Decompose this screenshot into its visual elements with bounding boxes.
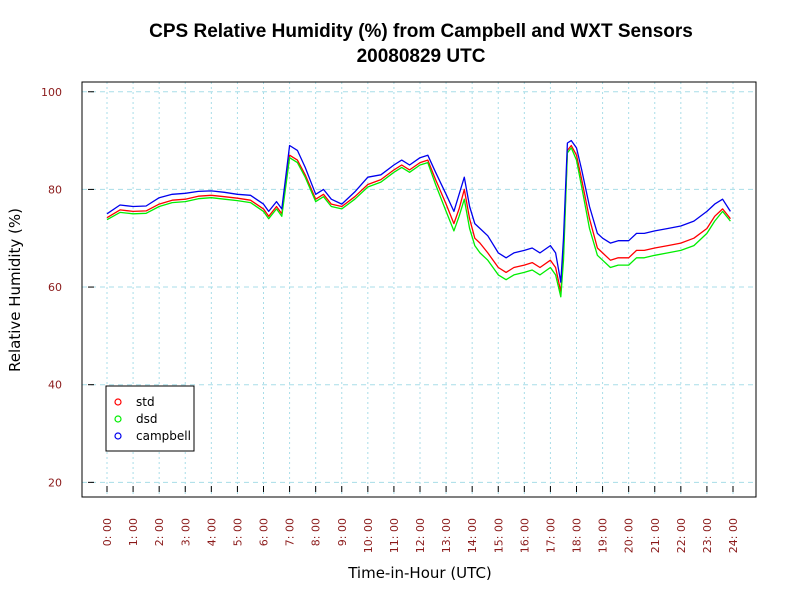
x-tick-label-21: 21: 00	[649, 518, 662, 553]
y-tick-label-4: 100	[41, 86, 62, 99]
x-tick-label-20: 20: 00	[623, 518, 636, 553]
legend-marker-dsd	[114, 415, 122, 423]
legend-marker-campbell	[114, 432, 122, 440]
x-tick-label-5: 5: 00	[231, 518, 244, 546]
legend-marker-std	[114, 398, 122, 406]
x-tick-label-23: 23: 00	[701, 518, 714, 553]
x-tick-label-2: 2: 00	[153, 518, 166, 546]
x-tick-label-22: 22: 00	[675, 518, 688, 553]
y-tick-label-1: 40	[48, 379, 62, 392]
x-tick-label-9: 9: 00	[336, 518, 349, 546]
x-tick-label-12: 12: 00	[414, 518, 427, 553]
series-line-dsd	[106, 147, 731, 298]
series-line-campbell	[106, 139, 731, 283]
x-tick-label-18: 18: 00	[571, 518, 584, 553]
x-tick-label-8: 8: 00	[310, 518, 323, 546]
x-tick-label-10: 10: 00	[362, 518, 375, 553]
x-tick-label-15: 15: 00	[492, 518, 505, 553]
chart-title: CPS Relative Humidity (%) from Campbell …	[149, 21, 693, 42]
y-axis: 20 40 60 80 100	[41, 86, 94, 489]
x-tick-label-19: 19: 00	[597, 518, 610, 553]
x-axis-label: Time-in-Hour (UTC)	[347, 564, 492, 582]
x-tick-label-3: 3: 00	[179, 518, 192, 546]
x-tick-label-4: 4: 00	[205, 518, 218, 546]
x-tick-label-14: 14: 00	[466, 518, 479, 553]
legend-label-std: std	[136, 395, 155, 409]
chart-subtitle: 20080829 UTC	[357, 46, 486, 67]
legend-label-campbell: campbell	[136, 429, 191, 443]
series-lines	[106, 139, 731, 298]
y-tick-label-3: 80	[48, 183, 62, 196]
x-tick-label-17: 17: 00	[544, 518, 557, 553]
y-tick-label-2: 60	[48, 281, 62, 294]
x-tick-label-6: 6: 00	[258, 518, 271, 546]
x-axis: 0: 00 1: 00 2: 00 3: 00 4: 00 5: 00 6: 00 7: 00…	[101, 486, 740, 553]
x-tick-label-0: 0: 00	[101, 518, 114, 546]
legend: std dsd campbell	[105, 385, 195, 452]
x-tick-label-11: 11: 00	[388, 518, 401, 553]
x-tick-label-16: 16: 00	[518, 518, 531, 553]
x-tick-label-1: 1: 00	[127, 518, 140, 546]
x-tick-label-13: 13: 00	[440, 518, 453, 553]
x-tick-label-24: 24: 00	[727, 518, 740, 553]
y-tick-label-0: 20	[48, 476, 62, 489]
legend-label-dsd: dsd	[136, 412, 158, 426]
series-line-std	[106, 144, 731, 293]
y-axis-label: Relative Humidity (%)	[6, 208, 24, 372]
x-tick-label-7: 7: 00	[284, 518, 297, 546]
plot-frame	[81, 81, 757, 498]
